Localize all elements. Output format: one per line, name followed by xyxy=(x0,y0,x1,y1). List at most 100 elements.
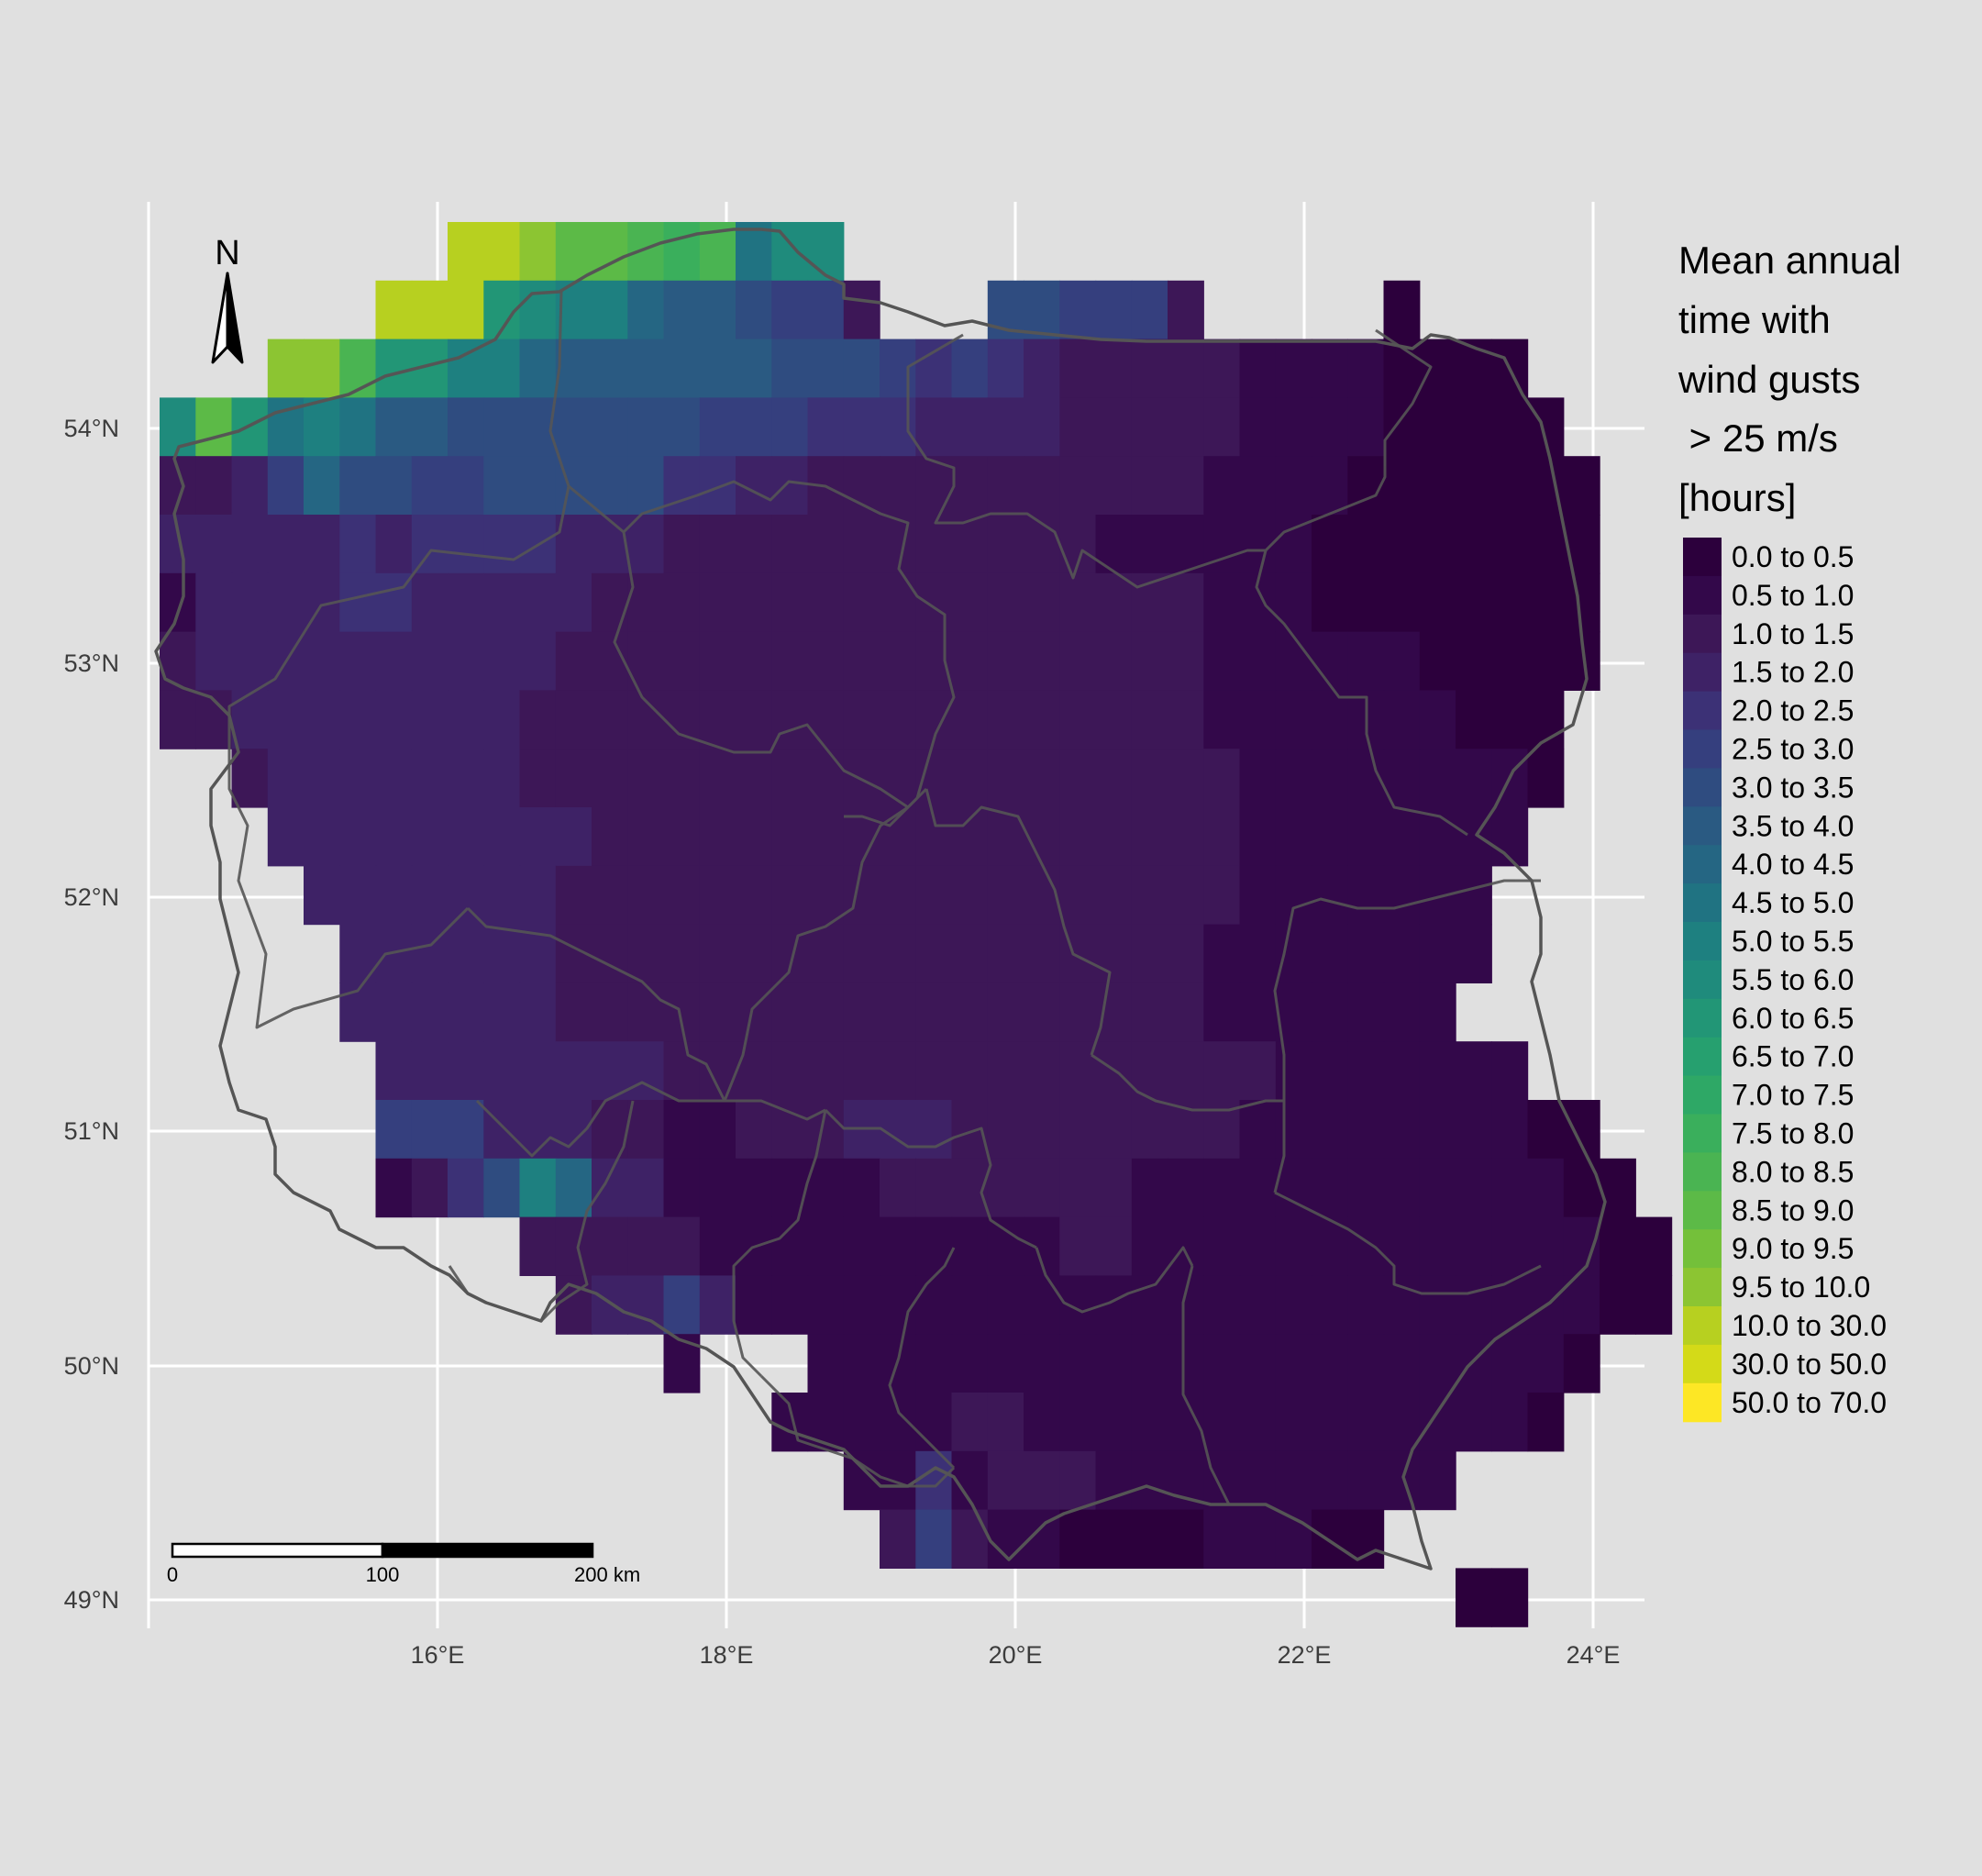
raster-cell xyxy=(1456,1041,1492,1101)
raster-cell xyxy=(1491,1158,1529,1218)
raster-cell xyxy=(1456,1216,1492,1276)
north-arrow-label: N xyxy=(215,234,239,272)
raster-cell xyxy=(736,690,772,749)
raster-cell xyxy=(627,280,665,340)
legend-swatch xyxy=(1683,845,1722,884)
raster-cell xyxy=(1275,1216,1312,1276)
raster-cell xyxy=(1131,924,1168,983)
legend-label: 0.5 to 1.0 xyxy=(1732,579,1854,612)
raster-cell xyxy=(1347,1509,1385,1569)
raster-cell xyxy=(1419,1216,1456,1276)
raster-cell xyxy=(699,1216,736,1276)
raster-cell xyxy=(1131,515,1168,574)
raster-cell xyxy=(699,1100,736,1160)
raster-cell xyxy=(304,690,340,749)
raster-cell xyxy=(1491,456,1529,516)
raster-cell xyxy=(1275,397,1312,457)
raster-cell xyxy=(880,572,916,633)
raster-cell xyxy=(1131,1450,1168,1511)
raster-cell xyxy=(1527,749,1565,808)
raster-cell xyxy=(1456,515,1492,574)
raster-cell xyxy=(1312,690,1348,749)
raster-cell xyxy=(771,807,809,867)
raster-cell xyxy=(1275,807,1312,867)
raster-cell xyxy=(1059,339,1097,398)
raster-cell xyxy=(519,690,557,749)
boundary-south-6 xyxy=(888,1247,956,1470)
raster-cell xyxy=(1095,807,1133,867)
raster-cell xyxy=(1347,1158,1385,1218)
raster-cell xyxy=(1203,865,1241,926)
legend-swatch xyxy=(1683,806,1722,846)
raster-cell xyxy=(771,1275,809,1335)
raster-cell xyxy=(1059,280,1097,340)
raster-cell xyxy=(448,1100,484,1160)
raster-cell xyxy=(592,631,628,691)
legend-swatch xyxy=(1683,729,1722,769)
raster-cell xyxy=(1419,456,1456,516)
raster-cell xyxy=(627,982,665,1042)
raster-cell xyxy=(771,280,809,340)
raster-cell xyxy=(771,982,809,1042)
raster-cell xyxy=(448,456,484,516)
raster-cell xyxy=(736,865,772,926)
raster-cell xyxy=(339,572,377,633)
raster-cell xyxy=(699,924,736,983)
raster-cell xyxy=(1275,1334,1312,1393)
raster-cell xyxy=(1095,690,1133,749)
raster-cell xyxy=(1203,690,1241,749)
scale-bar-segment-white xyxy=(171,1542,384,1559)
raster-cell xyxy=(951,1041,989,1101)
raster-cell xyxy=(1635,1275,1673,1335)
raster-cell xyxy=(843,690,880,749)
raster-cell xyxy=(267,456,304,516)
raster-cell xyxy=(1312,982,1348,1042)
raster-cell xyxy=(987,1509,1024,1569)
raster-cell xyxy=(1095,280,1133,340)
legend-label: 4.5 to 5.0 xyxy=(1732,886,1854,919)
raster-cell xyxy=(1059,456,1097,516)
raster-cell xyxy=(627,397,665,457)
raster-cell xyxy=(1095,749,1133,808)
raster-cell xyxy=(1312,631,1348,691)
raster-cell xyxy=(1275,631,1312,691)
raster-cell xyxy=(1024,339,1060,398)
raster-cell xyxy=(915,1393,953,1452)
raster-cell xyxy=(267,690,304,749)
raster-cell xyxy=(1239,924,1277,983)
raster-cell xyxy=(663,1158,701,1218)
raster-cell xyxy=(231,631,269,691)
raster-cell xyxy=(1275,572,1312,633)
raster-cell xyxy=(411,690,448,749)
raster-cell xyxy=(736,222,772,282)
raster-cell xyxy=(339,807,377,867)
raster-cell xyxy=(555,690,592,749)
raster-cell xyxy=(1059,1041,1097,1101)
raster-cell xyxy=(1239,982,1277,1042)
raster-cell xyxy=(987,749,1024,808)
raster-cell xyxy=(987,515,1024,574)
raster-cell xyxy=(555,572,592,633)
raster-cell xyxy=(1491,572,1529,633)
raster-cell xyxy=(1059,1216,1097,1276)
raster-cell xyxy=(1239,1041,1277,1101)
boundary-south-8 xyxy=(1274,1191,1542,1295)
legend-label: 5.5 to 6.0 xyxy=(1732,963,1854,996)
raster-cell xyxy=(1024,749,1060,808)
raster-cell xyxy=(1491,631,1529,691)
raster-cell xyxy=(1059,690,1097,749)
raster-cell xyxy=(663,631,701,691)
raster-cell xyxy=(627,924,665,983)
raster-cell xyxy=(807,1158,845,1218)
raster-cell xyxy=(699,280,736,340)
raster-cell xyxy=(915,515,953,574)
raster-cell xyxy=(627,515,665,574)
raster-cell xyxy=(1456,807,1492,867)
raster-cell xyxy=(627,339,665,398)
raster-cell xyxy=(1383,1393,1421,1452)
raster-cell xyxy=(519,982,557,1042)
raster-cell xyxy=(304,865,340,926)
raster-cell xyxy=(843,865,880,926)
raster-cell xyxy=(843,1216,880,1276)
raster-cell xyxy=(592,924,628,983)
